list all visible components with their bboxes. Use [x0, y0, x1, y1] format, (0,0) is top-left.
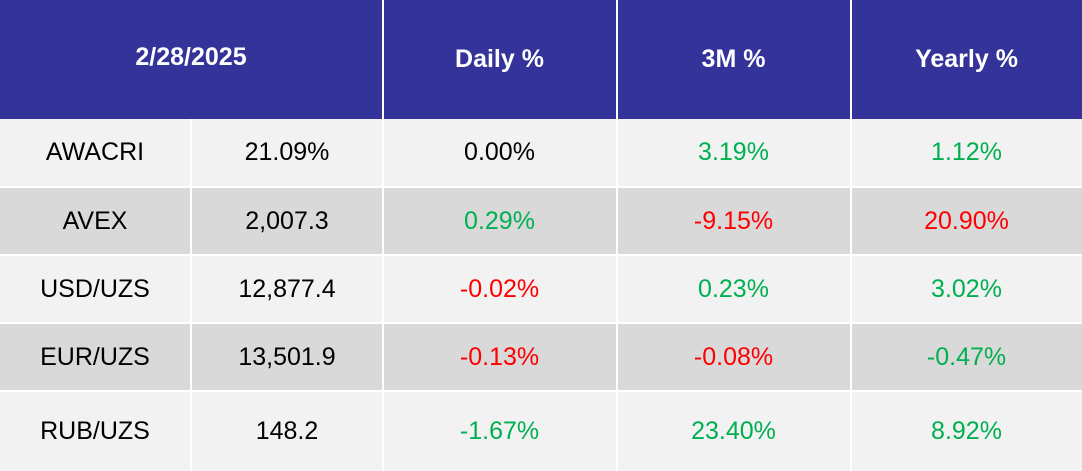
table-row: EUR/UZS 13,501.9 -0.13% -0.08% -0.47%: [0, 324, 1082, 390]
yearly-change: -0.47%: [926, 342, 1007, 371]
instrument-value: 2,007.3: [245, 206, 329, 235]
row-divider: [0, 254, 1082, 256]
daily-change: -1.67%: [459, 417, 540, 445]
table-header: 2/28/2025 Daily % 3M % Yearly %: [0, 0, 1082, 119]
instrument-name: AWACRI: [45, 138, 145, 166]
three-month-change: 3.19%: [698, 138, 769, 166]
daily-change: 0.29%: [464, 206, 535, 235]
row-divider: [0, 322, 1082, 324]
instrument-value: 21.09%: [244, 138, 330, 166]
yearly-change: 20.90%: [924, 206, 1009, 235]
row-divider: [0, 186, 1082, 188]
column-divider: [190, 119, 192, 471]
three-month-change: 23.40%: [691, 417, 776, 445]
header-date: 2/28/2025: [135, 43, 247, 71]
header-daily-change: Daily %: [455, 45, 544, 73]
instrument-value: 148.2: [255, 417, 319, 445]
three-month-change: -0.08%: [693, 342, 774, 371]
daily-change: 0.00%: [464, 138, 535, 166]
three-month-change: -9.15%: [693, 206, 774, 235]
daily-change: -0.13%: [459, 342, 540, 371]
column-divider: [850, 0, 852, 471]
table-row: USD/UZS 12,877.4 -0.02% 0.23% 3.02%: [0, 256, 1082, 322]
yearly-change: 8.92%: [931, 417, 1002, 445]
table-row: RUB/UZS 148.2 -1.67% 23.40% 8.92%: [0, 392, 1082, 471]
column-divider: [616, 0, 618, 471]
daily-change: -0.02%: [459, 274, 540, 303]
row-divider: [0, 390, 1082, 392]
table-row: AWACRI 21.09% 0.00% 3.19% 1.12%: [0, 119, 1082, 186]
header-3m-change: 3M %: [701, 45, 766, 73]
yearly-change: 1.12%: [931, 138, 1002, 166]
table-row: AVEX 2,007.3 0.29% -9.15% 20.90%: [0, 188, 1082, 254]
instrument-name: USD/UZS: [40, 274, 150, 303]
instrument-value: 13,501.9: [238, 342, 336, 371]
yearly-change: 3.02%: [931, 274, 1002, 303]
instrument-value: 12,877.4: [238, 274, 336, 303]
header-yearly-change: Yearly %: [915, 45, 1018, 73]
instrument-name: EUR/UZS: [40, 342, 150, 371]
column-divider: [382, 0, 384, 471]
instrument-name: RUB/UZS: [40, 417, 150, 445]
three-month-change: 0.23%: [698, 274, 769, 303]
instrument-name: AVEX: [62, 206, 128, 235]
